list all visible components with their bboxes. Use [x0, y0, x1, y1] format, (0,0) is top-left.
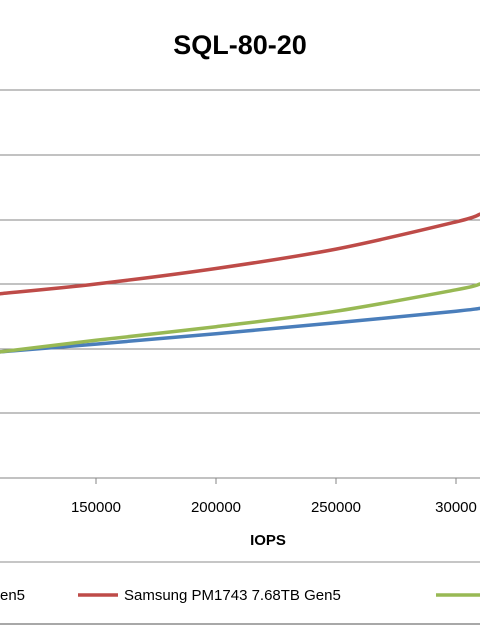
gridlines	[0, 89, 480, 479]
x-axis-label: IOPS	[250, 532, 286, 549]
series-line-3	[0, 282, 480, 354]
x-tick-label: 200000	[191, 499, 241, 516]
x-tick-label: 250000	[311, 499, 361, 516]
series-lines	[0, 212, 480, 354]
legend: en5 Samsung PM1743 7.68TB Gen5	[0, 587, 480, 604]
series-line-1	[0, 306, 480, 354]
legend-label-1: en5	[0, 587, 25, 604]
chart-title: SQL-80-20	[173, 30, 307, 60]
legend-label-2: Samsung PM1743 7.68TB Gen5	[124, 587, 341, 604]
x-tick-label: 30000	[435, 499, 477, 516]
series-line-2	[0, 212, 480, 296]
x-tick-label: 150000	[71, 499, 121, 516]
x-tick-labels: 150000 200000 250000 30000	[71, 478, 477, 516]
